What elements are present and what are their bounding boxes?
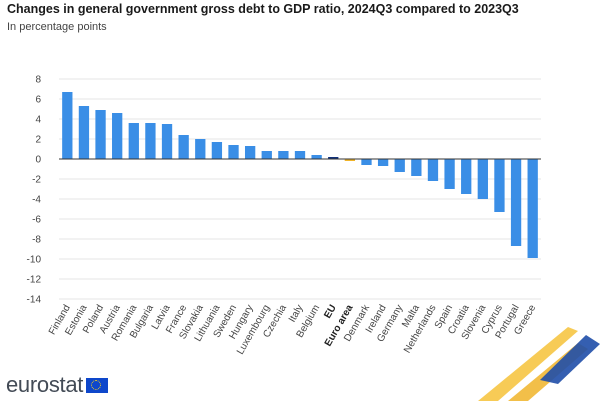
- bar-belgium: [311, 155, 322, 159]
- eu-flag-icon: [86, 377, 109, 393]
- bar-luxembourg: [261, 151, 272, 159]
- y-tick-label: 6: [35, 95, 41, 106]
- y-tick-label: -4: [32, 195, 41, 206]
- bar-germany: [394, 159, 405, 172]
- bar-spain: [444, 159, 455, 189]
- chart-subtitle: In percentage points: [7, 21, 107, 33]
- bar-malta: [411, 159, 422, 176]
- bar-cyprus: [494, 159, 505, 212]
- bar-latvia: [161, 124, 173, 159]
- bar-bulgaria: [145, 123, 156, 159]
- bar-slovakia: [195, 139, 206, 159]
- bar-italy: [294, 151, 306, 159]
- bar-austria: [112, 113, 123, 159]
- y-tick-label: -12: [27, 275, 42, 286]
- bar-slovenia: [477, 159, 488, 199]
- bar-finland: [62, 92, 73, 159]
- y-tick-label: 4: [35, 115, 41, 126]
- eurostat-logo: eurostat: [6, 372, 109, 398]
- bar-lithuania: [211, 142, 223, 159]
- y-tick-label: 0: [35, 155, 41, 166]
- bar-romania: [128, 123, 139, 159]
- bar-croatia: [461, 159, 472, 194]
- y-tick-label: 2: [35, 135, 41, 146]
- y-tick-label: 8: [35, 75, 41, 86]
- bar-netherlands: [427, 159, 439, 181]
- y-tick-label: -8: [32, 235, 41, 246]
- bar-ireland: [377, 159, 389, 166]
- bar-poland: [95, 110, 106, 159]
- bar-france: [178, 135, 189, 159]
- bar-eu: [328, 157, 339, 159]
- eurostat-logo-text: eurostat: [6, 372, 84, 397]
- bar-sweden: [228, 145, 239, 159]
- y-tick-label: -14: [27, 295, 42, 306]
- bar-estonia: [78, 106, 90, 159]
- bar-euro-area: [344, 159, 356, 161]
- y-tick-label: -10: [27, 255, 42, 266]
- bar-hungary: [244, 146, 256, 159]
- bar-czechia: [278, 151, 289, 159]
- bar-greece: [527, 159, 538, 258]
- bar-portugal: [510, 159, 522, 246]
- y-tick-label: -6: [32, 215, 41, 226]
- bar-denmark: [361, 159, 372, 165]
- y-tick-label: -2: [32, 175, 41, 186]
- chart-title: Changes in general government gross debt…: [7, 2, 519, 16]
